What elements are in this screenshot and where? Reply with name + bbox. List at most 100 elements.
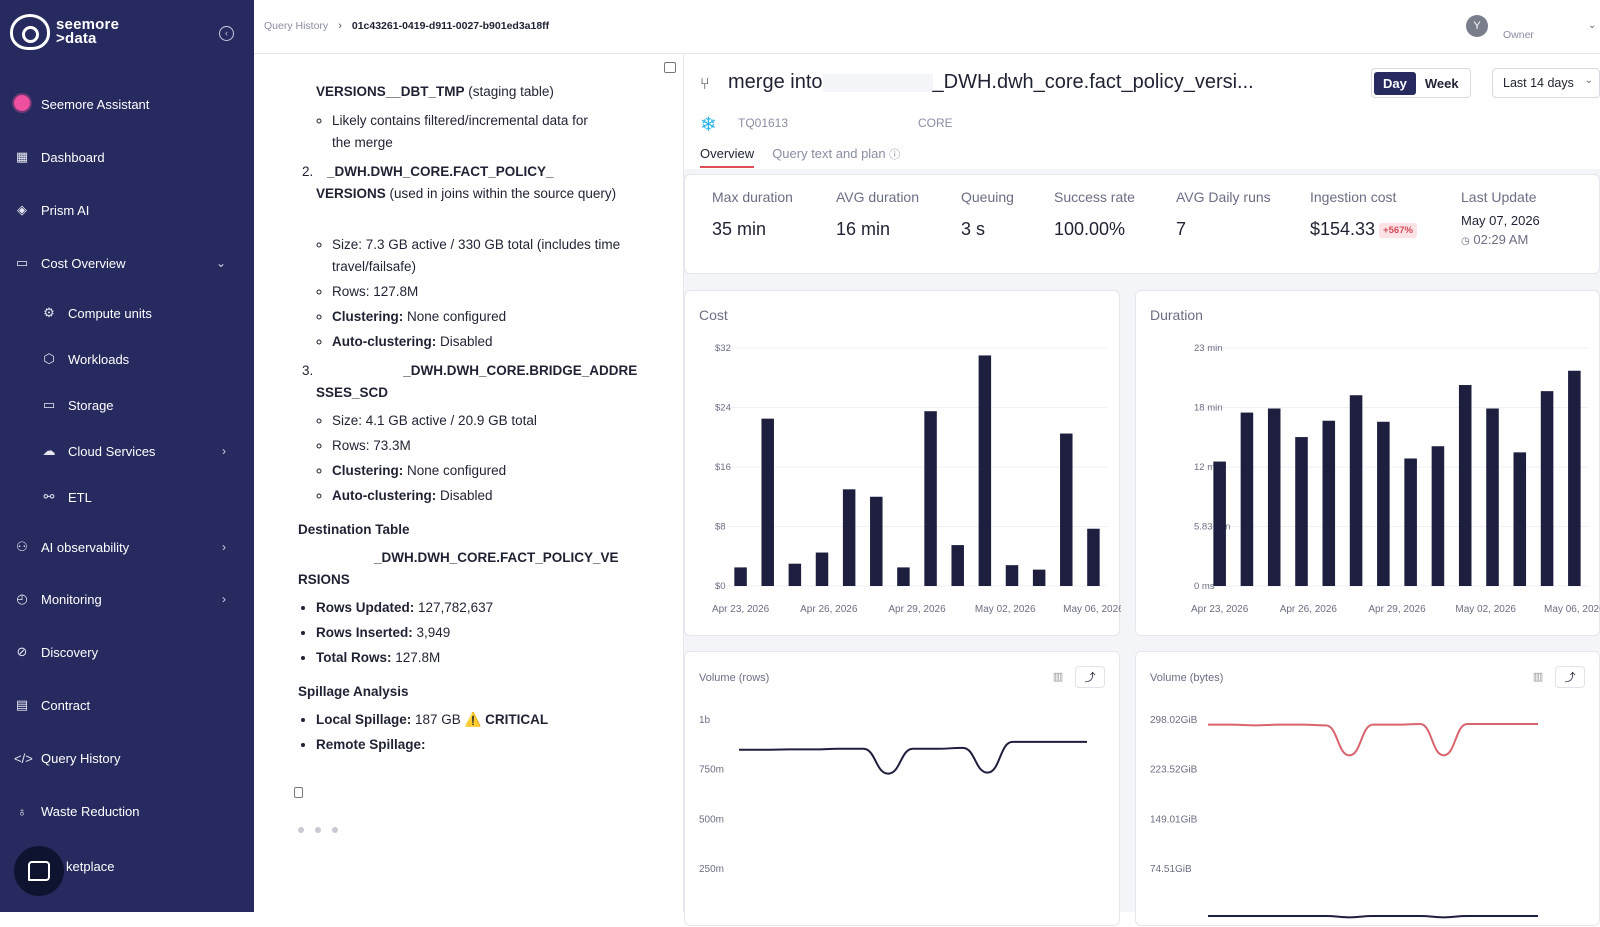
bar <box>761 418 774 586</box>
chevron-down-icon[interactable]: ⌄ <box>1588 20 1597 31</box>
doc-heading: Destination Table <box>298 522 410 537</box>
bar <box>842 489 856 586</box>
doc-line: SSES_SCD <box>316 385 389 400</box>
bar <box>1240 412 1254 586</box>
bulb-icon: ♁ <box>17 803 27 819</box>
bar-chart-icon[interactable]: ▥ <box>1532 671 1544 683</box>
chevron-right-icon: › <box>222 540 226 554</box>
clock-icon: ◷ <box>1461 236 1470 247</box>
y-tick-label: 223.52GiB <box>1150 765 1198 776</box>
cost-change-badge: +567% <box>1379 222 1417 238</box>
week-button[interactable]: Week <box>1424 75 1459 91</box>
sidebar-item-waste-reduction[interactable]: ♁ Waste Reduction <box>14 800 238 822</box>
sidebar-item-ai-observability[interactable]: ⚇ AI observability › <box>14 536 238 558</box>
sidebar-item-cost-overview[interactable]: ▭ Cost Overview ⌄ <box>14 252 238 274</box>
sidebar-item-label: Storage <box>68 397 114 413</box>
doc-bullet: Local Spillage: 187 GB ⚠️ CRITICAL <box>316 709 636 731</box>
x-tick-label: Apr 26, 2026 <box>800 604 858 615</box>
stat-max-duration: Max duration 35 min <box>712 189 793 239</box>
bar <box>978 355 992 586</box>
sidebar-item-compute-units[interactable]: ⚙ Compute units <box>41 302 238 324</box>
chart-title: Cost <box>699 307 728 323</box>
sidebar-item-label: Monitoring <box>41 591 102 607</box>
x-tick-label: May 06, 2026 <box>1063 604 1121 615</box>
bar <box>1404 458 1417 586</box>
doc-bullet: Likely contains filtered/incremental dat… <box>332 110 602 154</box>
assistant-response-panel: VERSIONS__DBT_TMP (staging table) Likely… <box>254 54 684 912</box>
bar <box>815 552 829 586</box>
sidebar-item-label: AI observability <box>41 539 130 555</box>
granularity-toggle: Day Week <box>1371 68 1471 98</box>
sidebar-item-etl[interactable]: ⚯ ETL <box>41 486 238 508</box>
bar <box>1431 446 1445 586</box>
cost-chart: $0 $8 $16 $24 $32 Apr 23, 2026 Apr 26, 2026 Apr… <box>712 343 1121 615</box>
series-line <box>739 740 1087 775</box>
sidebar: seemore >data ‹ Seemore Assistant ▦ Dashbo… <box>0 0 254 912</box>
x-tick-label: Apr 29, 2026 <box>1368 604 1426 615</box>
sidebar-item-contract[interactable]: ▤ Contract <box>14 694 238 716</box>
sidebar-item-query-history[interactable]: </> Query History <box>14 747 238 769</box>
volume-bytes-card: Volume (bytes) ▥ ⤴ 74.51GiB 149.01GiB 223.5… <box>1135 651 1600 926</box>
line-chart-icon[interactable]: ⤴ <box>1555 666 1585 688</box>
date-range-select[interactable]: Last 14 days ⌄ <box>1492 68 1600 98</box>
database-name: CORE <box>918 116 953 130</box>
bar <box>1213 461 1226 586</box>
sidebar-item-cloud-services[interactable]: ☁ Cloud Services › <box>41 440 238 462</box>
tab-bar: Overview Query text and plan ⓘ <box>700 146 918 168</box>
sidebar-item-marketplace[interactable]: ketplace <box>66 855 236 877</box>
info-icon: ⓘ <box>889 149 901 161</box>
tab-overview[interactable]: Overview <box>700 146 755 168</box>
avatar[interactable]: Y <box>1466 15 1488 37</box>
y-tick-label: 1b <box>699 715 711 726</box>
breadcrumb-current: 01c43261-0419-d911-0027-b901ed3a18ff <box>351 20 550 32</box>
y-tick-label: 5.83 min <box>1194 522 1230 533</box>
sidebar-item-assistant[interactable]: Seemore Assistant <box>14 93 238 115</box>
x-tick-label: May 02, 2026 <box>1455 604 1516 615</box>
logo-icon <box>10 14 50 50</box>
page-title: merge into _DWH.dwh_core.fact_policy_vers… <box>728 71 1254 93</box>
bar <box>1087 528 1100 586</box>
doc-heading: Spillage Analysis <box>298 684 409 699</box>
copy-icon[interactable] <box>294 787 303 798</box>
bar <box>734 567 747 586</box>
y-tick-label: 298.02GiB <box>1150 715 1198 726</box>
sidebar-item-storage[interactable]: ▭ Storage <box>41 394 238 416</box>
sidebar-item-discovery[interactable]: ⊘ Discovery <box>14 641 238 663</box>
tab-query-text[interactable]: Query text and plan ⓘ <box>772 146 901 161</box>
sidebar-item-label: ETL <box>68 489 92 505</box>
sidebar-item-monitoring[interactable]: ◴ Monitoring › <box>14 588 238 610</box>
typing-indicator <box>298 827 338 833</box>
sidebar-item-label: Compute units <box>68 305 152 321</box>
breadcrumb-parent[interactable]: Query History <box>264 20 329 32</box>
stat-success-rate: Success rate 100.00% <box>1054 189 1135 239</box>
collapse-sidebar-icon[interactable]: ‹ <box>219 26 234 41</box>
line-chart-icon[interactable]: ⤴ <box>1075 666 1105 688</box>
y-tick-label: $24 <box>715 403 731 414</box>
doc-line: VERSIONS (used in joins within the sourc… <box>316 186 617 201</box>
bar <box>1322 420 1336 586</box>
doc-line: VERSIONS__DBT_TMP (staging table) <box>316 84 554 99</box>
logo-line2: >data <box>56 30 97 47</box>
chart-title: Duration <box>1150 307 1203 323</box>
bar-chart-icon[interactable]: ▥ <box>1052 671 1064 683</box>
y-tick-label: 250m <box>699 864 724 875</box>
panel-toggle-icon[interactable] <box>664 62 676 73</box>
sidebar-item-workloads[interactable]: ⬡ Workloads <box>41 348 238 370</box>
doc-bullet: Rows: 127.8M <box>332 281 632 303</box>
day-button[interactable]: Day <box>1374 71 1416 95</box>
stats-card: Max duration 35 min AVG duration 16 min Qu… <box>684 174 1600 274</box>
sidebar-item-label: Discovery <box>41 644 99 660</box>
chat-bubble-button[interactable] <box>14 846 64 896</box>
snowflake-icon: ❄ <box>700 114 717 136</box>
y-tick-label: 18 min <box>1194 403 1223 414</box>
cost-chart-card: Cost $0 $8 $16 $24 $32 Apr 23, 2026 Apr 26, 20… <box>684 290 1121 636</box>
duration-chart: 0 ms 5.83 min 12 min 18 min 23 min Apr 23, 20… <box>1191 343 1600 615</box>
series-line <box>1208 915 1538 919</box>
logo[interactable]: seemore >data <box>10 14 119 50</box>
sidebar-item-dashboard[interactable]: ▦ Dashboard <box>14 146 238 168</box>
sidebar-item-label: Seemore Assistant <box>41 96 150 112</box>
cloud-icon: ☁ <box>42 443 56 458</box>
bar <box>788 563 802 586</box>
x-tick-label: Apr 23, 2026 <box>712 604 770 615</box>
sidebar-item-prism-ai[interactable]: ◈ Prism AI <box>14 199 238 221</box>
